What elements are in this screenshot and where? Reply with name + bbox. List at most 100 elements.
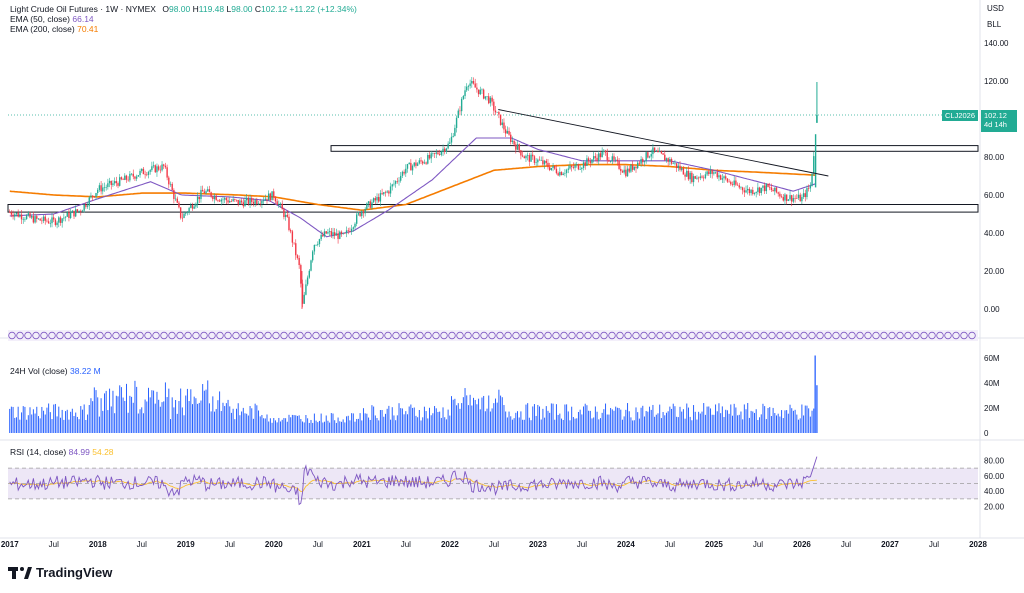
horizontal-zones bbox=[7, 145, 979, 213]
candle-body bbox=[110, 180, 112, 185]
candle-body bbox=[604, 150, 607, 153]
candle-body bbox=[635, 166, 637, 169]
candle-body bbox=[640, 159, 642, 164]
candle-body bbox=[569, 165, 571, 169]
currency-label[interactable]: USD bbox=[987, 4, 1004, 13]
candle-body bbox=[394, 181, 397, 184]
candle-body bbox=[537, 159, 539, 163]
unit-label[interactable]: BLL bbox=[987, 20, 1002, 29]
candles bbox=[8, 76, 818, 309]
candle-body bbox=[300, 265, 302, 284]
candle-body bbox=[620, 168, 622, 172]
candle-body bbox=[333, 232, 336, 236]
candle-body bbox=[259, 203, 261, 205]
candle-body bbox=[653, 147, 656, 151]
candle-body bbox=[452, 135, 454, 137]
event-icon bbox=[552, 331, 560, 340]
candle-body bbox=[420, 160, 422, 162]
candle-body bbox=[533, 156, 536, 163]
candle-body bbox=[34, 216, 36, 223]
event-icon bbox=[640, 331, 648, 340]
candle-body bbox=[151, 166, 153, 171]
ohlc-h-label: H bbox=[192, 4, 199, 14]
candle-body bbox=[356, 214, 358, 224]
ema50-legend-label[interactable]: EMA (50, close) bbox=[10, 14, 70, 24]
candle-body bbox=[459, 110, 461, 112]
candle-body bbox=[154, 165, 156, 173]
candle-body bbox=[449, 142, 451, 144]
trendline[interactable] bbox=[498, 109, 829, 177]
event-icon bbox=[432, 331, 440, 340]
rsi-legend: RSI (14, close) 84.99 54.28 bbox=[10, 447, 114, 457]
event-icon bbox=[184, 331, 192, 340]
event-icon bbox=[392, 331, 400, 340]
candle-body bbox=[156, 166, 158, 173]
event-icon bbox=[624, 331, 632, 340]
event-icon bbox=[456, 331, 464, 340]
event-icon bbox=[144, 331, 152, 340]
volume-tick-label: 40M bbox=[984, 379, 1000, 388]
ema200-legend-label[interactable]: EMA (200, close) bbox=[10, 24, 75, 34]
candle-body bbox=[183, 213, 185, 218]
candle-body bbox=[107, 183, 109, 188]
candle-body bbox=[54, 219, 57, 225]
candle-body bbox=[623, 169, 625, 173]
candle-body bbox=[169, 183, 172, 185]
rsi-label[interactable]: RSI (14, close) bbox=[10, 447, 67, 457]
event-icon bbox=[352, 331, 360, 340]
candle-body bbox=[735, 180, 737, 185]
candle-body bbox=[699, 176, 702, 179]
candle-body bbox=[545, 160, 547, 163]
candle-body bbox=[594, 156, 597, 158]
candle-body bbox=[454, 127, 456, 136]
candle-body bbox=[630, 164, 632, 172]
candle-body bbox=[371, 202, 373, 208]
candle-body bbox=[760, 187, 762, 194]
candle-body bbox=[750, 189, 752, 194]
candle-body bbox=[391, 184, 393, 187]
symbol-title[interactable]: Light Crude Oil Futures · 1W · NYMEX bbox=[10, 4, 156, 14]
event-icon bbox=[16, 331, 24, 340]
event-icon bbox=[200, 331, 208, 340]
candle-body bbox=[230, 201, 233, 202]
candle-body bbox=[374, 198, 377, 201]
ohlc-c-label: C bbox=[254, 4, 262, 14]
candle-body bbox=[444, 148, 446, 152]
candle-body bbox=[427, 154, 429, 164]
candle-body bbox=[432, 152, 434, 154]
candle-body bbox=[308, 270, 311, 278]
candle-body bbox=[784, 194, 786, 201]
candle-body bbox=[547, 162, 549, 168]
candle-body bbox=[261, 201, 263, 204]
volume-label[interactable]: 24H Vol (close) bbox=[10, 366, 68, 376]
candle-body bbox=[19, 214, 21, 217]
candle-body bbox=[662, 153, 664, 155]
candle-body bbox=[245, 197, 248, 201]
candle-body bbox=[457, 110, 459, 118]
candle-body bbox=[166, 167, 168, 178]
candle-body bbox=[516, 144, 519, 150]
candle-body bbox=[555, 168, 558, 174]
event-icon bbox=[32, 331, 40, 340]
candle-body bbox=[589, 161, 591, 163]
candle-body bbox=[526, 155, 529, 156]
tradingview-logo[interactable]: TradingView bbox=[8, 565, 112, 580]
candle-body bbox=[278, 203, 280, 205]
candle-body bbox=[437, 152, 439, 154]
event-icon bbox=[576, 331, 584, 340]
candle-body bbox=[227, 200, 229, 203]
rsi-tick-label: 40.00 bbox=[984, 487, 1005, 496]
candle-body bbox=[538, 159, 541, 161]
candle-body bbox=[780, 196, 783, 198]
event-icon bbox=[952, 331, 960, 340]
event-icon bbox=[368, 331, 376, 340]
event-icon bbox=[592, 331, 600, 340]
event-icon bbox=[528, 331, 536, 340]
candle-body bbox=[213, 195, 216, 200]
candle-body bbox=[471, 81, 473, 84]
candle-body bbox=[32, 216, 35, 223]
candle-body bbox=[208, 189, 211, 193]
candle-body bbox=[518, 144, 520, 151]
event-icon bbox=[264, 331, 272, 340]
